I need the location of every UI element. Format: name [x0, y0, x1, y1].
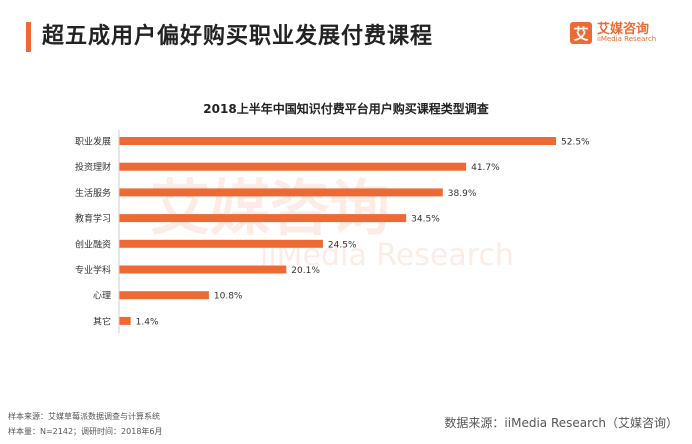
- bar: [119, 239, 323, 248]
- chart-title: 2018上半年中国知识付费平台用户购买课程类型调查: [203, 102, 489, 116]
- logo-mark: 艾: [570, 22, 592, 44]
- data-label: 10.8%: [214, 292, 243, 302]
- logo-en: iiMedia Research: [597, 35, 657, 43]
- logo: 艾 艾媒咨询 iiMedia Research: [570, 22, 656, 44]
- sample-size: 样本量：N=2142；调研时间：2018年6月: [8, 427, 163, 436]
- data-label: 1.4%: [136, 317, 159, 327]
- data-label: 34.5%: [411, 215, 440, 225]
- bar: [119, 188, 443, 197]
- data-label: 52.5%: [561, 138, 590, 148]
- bar: [119, 291, 209, 300]
- bar: [119, 214, 407, 223]
- data-label: 38.9%: [448, 189, 477, 199]
- data-label: 24.5%: [328, 240, 357, 250]
- category-label: 生活服务: [75, 187, 111, 199]
- category-label: 职业发展: [75, 136, 111, 148]
- data-label: 41.7%: [471, 163, 500, 173]
- category-label: 专业学科: [75, 264, 111, 276]
- category-label: 教育学习: [75, 213, 111, 225]
- data-source: 数据来源：iiMedia Research（艾媒咨询）: [444, 416, 678, 430]
- sample-source: 样本来源：艾媒草莓派数据调查与计算系统: [8, 412, 160, 421]
- bar: [119, 265, 287, 274]
- logo-cn: 艾媒咨询: [597, 22, 650, 37]
- watermark: 艾媒咨询: [150, 174, 390, 244]
- bar: [119, 316, 131, 325]
- category-label: 创业融资: [75, 238, 111, 250]
- category-label: 心理: [93, 291, 111, 302]
- category-label: 其它: [93, 315, 111, 327]
- data-label: 20.1%: [291, 266, 320, 276]
- category-label: 投资理财: [75, 161, 111, 173]
- title-accent-bar: [26, 22, 31, 52]
- page-title: 超五成用户偏好购买职业发展付费课程: [42, 24, 434, 49]
- bar: [119, 162, 467, 171]
- bar: [119, 137, 556, 145]
